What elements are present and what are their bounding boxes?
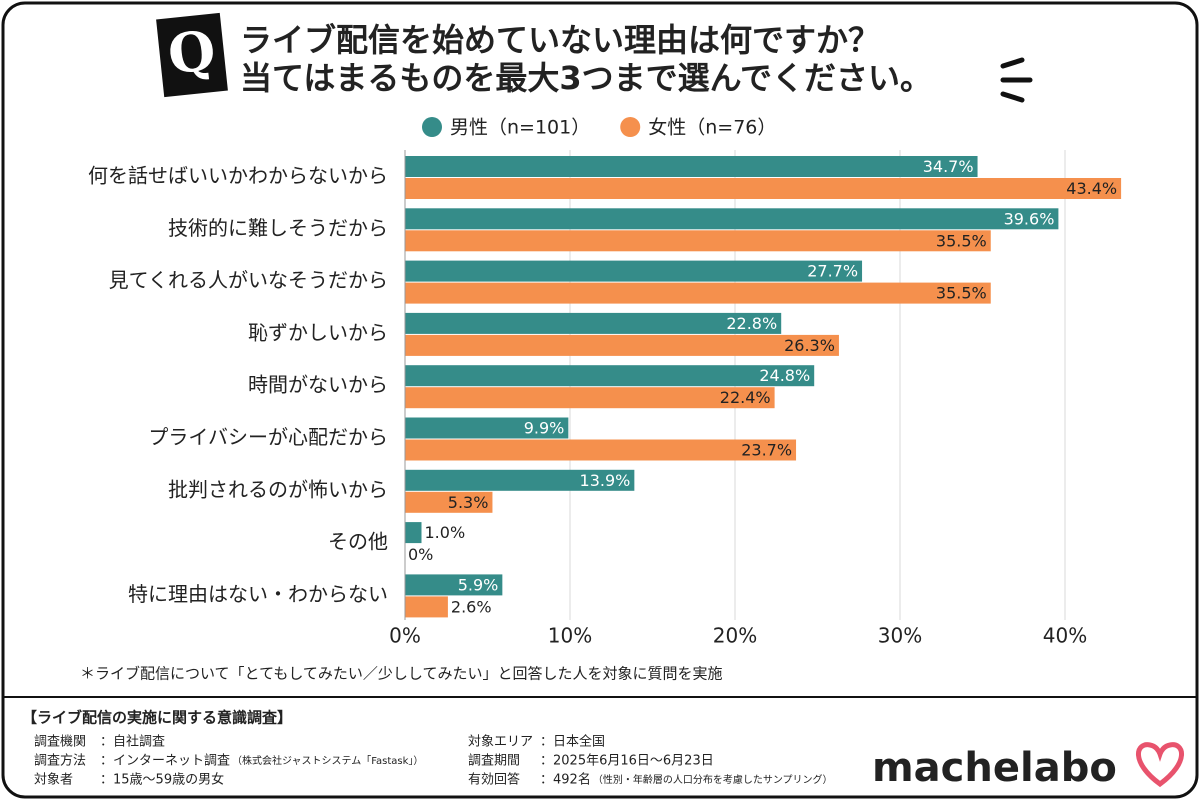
bar [405,282,991,304]
value-label: 26.3% [784,336,835,355]
bar [405,208,1059,230]
bar [405,178,1122,199]
y-tick-label: 時間がないから [248,373,388,397]
chart-title: ライブ配信を始めていない理由は何ですか？ [240,21,880,59]
survey-note: （性別・年齢層の人口分布を考慮したサンプリング） [593,773,833,786]
value-label: 2.6% [451,597,492,616]
logo-heart [1136,742,1184,788]
x-tick-label: 20% [713,624,757,648]
survey-value: ：492名 [540,772,591,788]
y-tick-label: 何を話せばいいかわからないから [88,164,388,188]
value-label: 35.5% [936,231,987,250]
value-label: 0% [408,545,433,564]
y-tick-label: 特に理由はない・わからない [128,582,388,606]
legend-label: 男性（n=101） [450,117,590,139]
survey-value: ：自社調査 [100,734,165,750]
survey-label: 調査機関 [34,735,86,750]
value-label: 13.9% [580,471,631,490]
bar [405,417,569,439]
value-label: 27.7% [807,262,858,281]
legend-label: 女性（n=76） [648,117,776,139]
bar [405,230,991,252]
value-label: 43.4% [1066,179,1117,198]
bar [405,156,978,177]
value-label: 23.7% [741,441,792,460]
value-label: 34.7% [923,157,974,176]
survey-label: 対象者 [34,773,73,788]
survey-value: ：2025年6月16日〜6月23日 [540,754,714,769]
y-tick-label: 批判されるのが怖いから [168,477,388,501]
y-tick-label: 技術的に難しそうだから [168,216,388,240]
legend-swatch [620,117,641,137]
value-label: 5.3% [448,493,489,512]
value-label: 5.9% [458,575,499,594]
bar [405,334,839,356]
bar [405,387,775,409]
badge-box [156,12,228,98]
logo: machelabo [872,745,1117,791]
value-label: 22.8% [726,314,777,333]
y-tick-label: その他 [328,530,388,554]
bar [405,522,422,544]
survey-label: 調査期間 [468,754,520,769]
y-tick-label: 見てくれる人がいなそうだから [109,268,388,292]
bar [405,312,782,334]
x-tick-label: 30% [878,624,922,648]
bar [405,491,493,513]
legend-swatch [422,117,442,137]
value-label: 1.0% [425,523,466,542]
survey-value: ：日本全国 [540,734,605,750]
bar [405,574,503,596]
x-tick-label: 0% [389,624,421,648]
decoration [1000,57,1033,103]
bar [405,365,815,387]
y-tick-label: プライバシーが心配だから [148,425,388,449]
bar [405,596,448,618]
value-label: 9.9% [524,419,565,438]
x-tick-label: 40% [1043,624,1087,648]
y-tick-label: 恥ずかしいから [248,320,388,344]
survey-value: ：インターネット調査 [100,754,230,769]
bar [405,469,635,491]
survey-value: ：15歳〜59歳の男女 [100,772,224,788]
survey-label: 調査方法 [34,753,86,769]
value-label: 35.5% [936,284,987,303]
bar [405,439,797,461]
bar [405,260,863,282]
value-label: 24.8% [759,366,810,385]
footnote: ＊ライブ配信について「とてもしてみたい／少ししてみたい」と回答した人を対象に質問… [80,665,722,683]
badge: Q [165,18,218,87]
value-label: 39.6% [1004,209,1055,228]
survey-label: 対象エリア [468,735,533,750]
survey-note: （株式会社ジャストシステム「Fastask」） [232,754,423,767]
value-label: 22.4% [720,388,771,407]
chart-subtitle: 当てはまるものを最大3つまで選んでください。 [240,59,932,97]
x-tick-label: 10% [548,624,592,648]
survey-label: 有効回答 [468,772,520,788]
survey-title: 【ライブ配信の実施に関する意識調査】 [22,709,292,727]
